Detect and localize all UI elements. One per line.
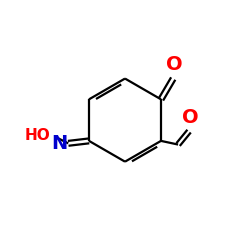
Text: HO: HO (24, 128, 50, 144)
Text: O: O (182, 108, 199, 128)
Text: N: N (51, 134, 67, 153)
Text: O: O (166, 55, 183, 74)
